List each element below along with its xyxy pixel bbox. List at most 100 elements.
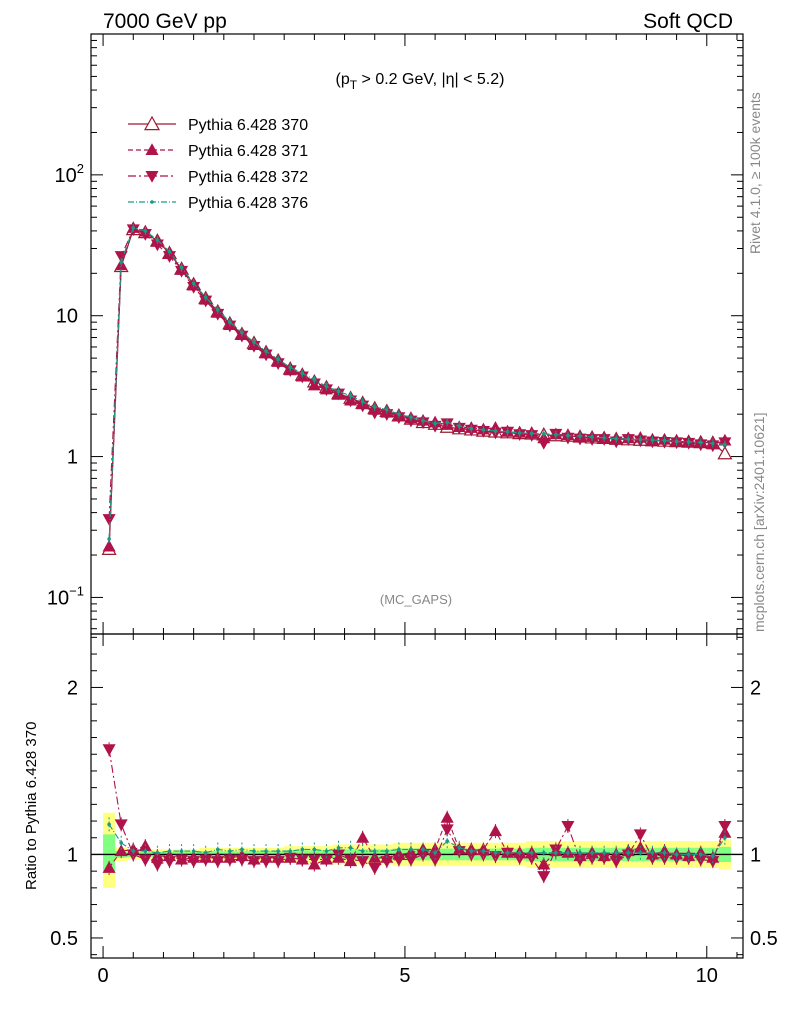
legend-entry-pythia-6.428-372: Pythia 6.428 372 (128, 169, 308, 186)
data-point (698, 440, 703, 445)
data-point (554, 432, 558, 437)
analysis-watermark: (MC_GAPS) (380, 592, 452, 607)
data-point (155, 850, 160, 855)
data-point (662, 438, 667, 443)
data-point (312, 847, 317, 852)
data-point (324, 849, 329, 853)
data-point (686, 440, 691, 444)
data-point (385, 849, 389, 853)
series-line (108, 749, 726, 878)
data-point (119, 260, 123, 264)
data-point (203, 295, 208, 300)
data-point (114, 844, 128, 857)
data-point (102, 514, 116, 526)
data-point (336, 389, 341, 394)
data-point (215, 847, 220, 852)
data-point (711, 854, 715, 858)
data-point (717, 445, 733, 460)
data-point (276, 357, 280, 362)
data-point (264, 849, 268, 853)
data-point (650, 438, 655, 442)
data-point (162, 856, 177, 868)
data-point (240, 847, 244, 852)
data-point (409, 415, 413, 420)
data-point (368, 862, 382, 875)
data-point (300, 847, 305, 852)
data-point (421, 847, 425, 852)
ratio-series-pythia-6.428-372 (102, 742, 732, 884)
uncertainty-band-green (103, 834, 116, 872)
ratio-series-pythia-6.428-376 (107, 817, 727, 864)
data-point (566, 850, 570, 855)
data-point (228, 320, 232, 324)
data-point (578, 850, 582, 855)
legend-marker (143, 115, 161, 131)
legend-label: Pythia 6.428 370 (188, 117, 308, 134)
data-point (114, 819, 128, 832)
data-point (223, 854, 237, 867)
data-point (723, 442, 727, 447)
data-point (537, 857, 551, 870)
main-series-pythia-6.428-370 (101, 221, 733, 555)
data-point (650, 850, 655, 855)
legend-entry-pythia-6.428-370: Pythia 6.428 370 (128, 115, 308, 134)
series-line (108, 227, 726, 547)
series-line (108, 816, 726, 869)
data-point (319, 854, 333, 867)
series-line (108, 227, 725, 540)
data-point (638, 850, 643, 855)
main-series-pythia-6.428-376 (107, 223, 727, 543)
ratio-frame (90, 633, 744, 959)
energy-title: 7000 GeV pp (103, 10, 227, 33)
data-point (360, 849, 365, 853)
data-point (493, 429, 498, 433)
main-y-tick-label: 10 (56, 306, 78, 328)
data-point (457, 424, 462, 428)
legend-marker (150, 200, 154, 204)
data-point (102, 861, 116, 873)
data-point (119, 840, 123, 845)
data-point (529, 850, 534, 855)
data-point (102, 744, 116, 756)
data-point (167, 849, 172, 853)
data-point (360, 399, 365, 404)
x-tick-label: 5 (399, 965, 410, 987)
data-point (179, 265, 184, 270)
data-point (723, 835, 727, 840)
ratio-y-tick-label-right: 0.5 (750, 928, 778, 950)
data-point (215, 308, 220, 312)
rivet-version-label: Rivet 4.1.0, ≥ 100k events (747, 92, 763, 254)
data-point (131, 226, 136, 230)
data-point (155, 238, 160, 242)
data-point (385, 407, 389, 412)
series-line (108, 228, 726, 520)
data-point (674, 439, 679, 444)
data-point (481, 427, 486, 432)
data-point (114, 251, 128, 263)
data-point (356, 831, 370, 843)
data-point (505, 429, 510, 434)
ratio-y-tick-label-left: 0.5 (50, 928, 78, 950)
data-point (602, 850, 606, 855)
main-y-tick-label: 10−1 (47, 583, 84, 609)
legend: Pythia 6.428 370 Pythia 6.428 371 Pythia 6… (128, 115, 308, 212)
data-point (288, 849, 293, 853)
data-point (440, 810, 454, 823)
series-line (108, 228, 726, 550)
data-point (590, 850, 594, 855)
data-point (566, 433, 570, 438)
legend-label: Pythia 6.428 371 (188, 143, 308, 160)
data-point (143, 849, 148, 853)
x-tick-label: 10 (696, 965, 718, 987)
main-series-pythia-6.428-372 (102, 224, 732, 526)
data-point (175, 854, 189, 867)
data-point (433, 850, 437, 855)
main-y-tick-label: 1 (67, 447, 78, 469)
data-point (409, 847, 413, 852)
data-point (203, 850, 208, 855)
data-point (372, 849, 377, 853)
data-point (517, 431, 522, 435)
data-point (626, 850, 631, 855)
